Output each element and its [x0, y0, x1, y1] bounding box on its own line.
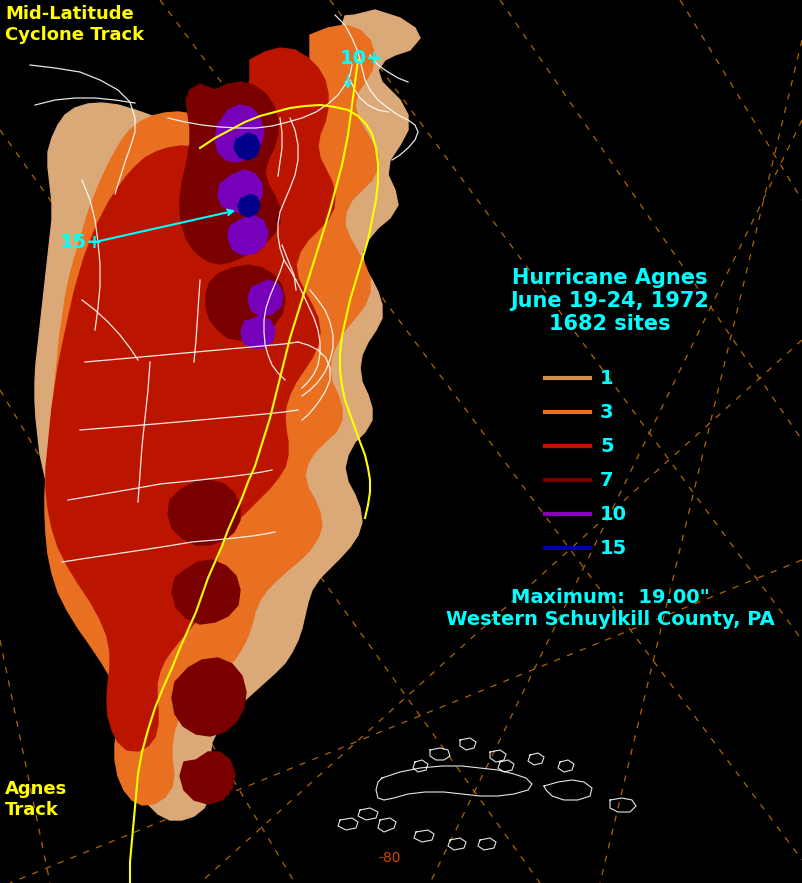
Text: 3: 3 — [600, 403, 614, 421]
Polygon shape — [35, 10, 420, 820]
Text: 10: 10 — [600, 504, 627, 524]
Polygon shape — [46, 48, 335, 751]
Polygon shape — [248, 280, 283, 316]
Polygon shape — [180, 752, 235, 804]
Polygon shape — [206, 265, 285, 340]
Polygon shape — [45, 25, 378, 805]
Text: 5: 5 — [600, 436, 614, 456]
Text: Maximum:  19.00"
Western Schuylkill County, PA: Maximum: 19.00" Western Schuylkill Count… — [446, 588, 775, 629]
Text: Hurricane Agnes
June 19-24, 1972
1682 sites: Hurricane Agnes June 19-24, 1972 1682 si… — [511, 268, 710, 335]
Polygon shape — [172, 560, 240, 624]
Text: Agnes
Track: Agnes Track — [5, 780, 67, 819]
Polygon shape — [172, 658, 246, 736]
Text: -80: -80 — [379, 851, 401, 865]
Polygon shape — [241, 316, 275, 348]
Polygon shape — [234, 133, 260, 160]
Polygon shape — [215, 105, 264, 162]
Polygon shape — [180, 82, 280, 264]
Text: 10+: 10+ — [340, 49, 383, 67]
Text: 1: 1 — [600, 368, 614, 388]
Text: 7: 7 — [600, 471, 614, 489]
Polygon shape — [228, 215, 268, 255]
Polygon shape — [218, 170, 262, 212]
Text: Mid-Latitude
Cyclone Track: Mid-Latitude Cyclone Track — [5, 5, 144, 44]
Polygon shape — [238, 194, 260, 217]
Polygon shape — [168, 480, 240, 545]
Text: 15: 15 — [600, 539, 627, 557]
Text: 15+: 15+ — [60, 232, 103, 252]
